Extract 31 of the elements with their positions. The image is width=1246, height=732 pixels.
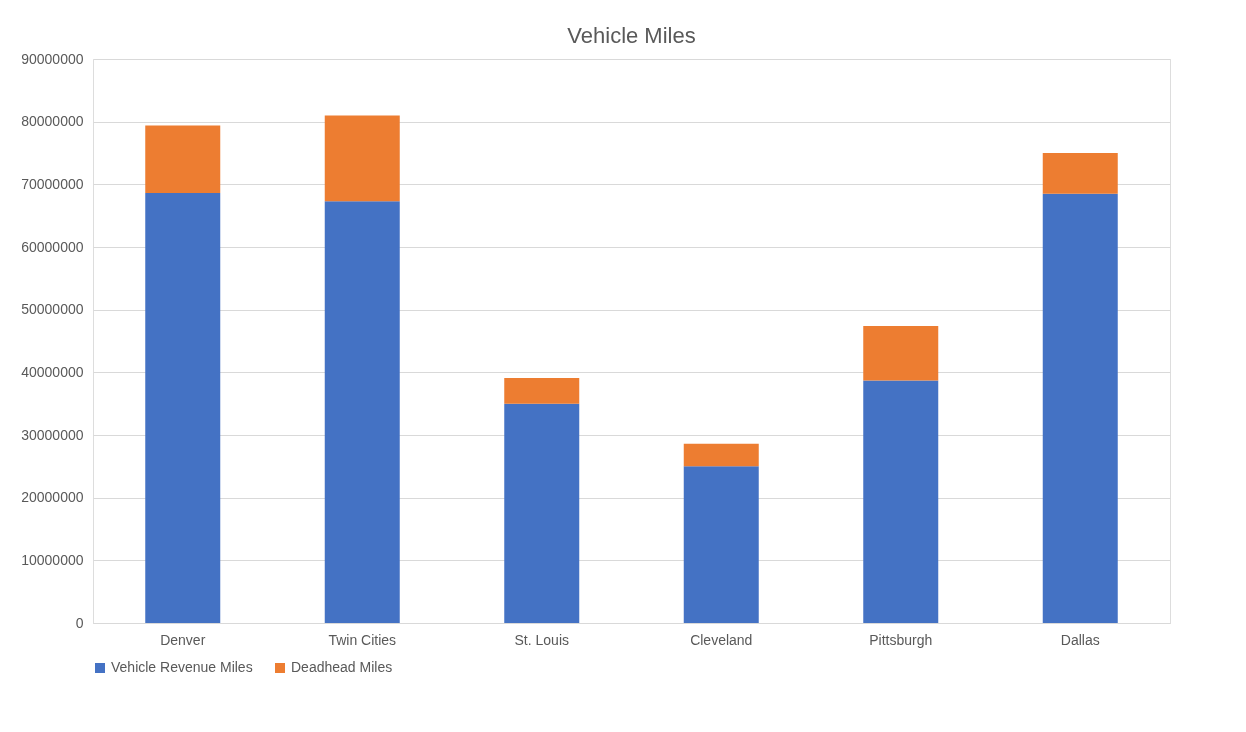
bar <box>1042 193 1118 623</box>
y-tick-label: 60000000 <box>21 238 84 255</box>
bar <box>683 443 759 467</box>
x-tick-label: Denver <box>160 631 206 648</box>
bar <box>504 403 580 623</box>
y-tick-label: 30000000 <box>21 426 84 443</box>
bar <box>863 380 939 623</box>
y-tick-label: 20000000 <box>21 489 84 506</box>
legend-label: Vehicle Revenue Miles <box>111 659 253 675</box>
y-tick-label: 10000000 <box>21 551 84 568</box>
x-tick-label: Pittsburgh <box>869 631 933 648</box>
x-tick-label: Dallas <box>1060 631 1100 648</box>
bar <box>1042 153 1118 194</box>
bar <box>504 377 580 404</box>
bar <box>145 125 221 194</box>
chart-title: Vehicle Miles <box>567 23 696 48</box>
y-tick-label: 90000000 <box>21 50 84 67</box>
legend-label: Deadhead Miles <box>291 659 393 675</box>
x-tick-label: Twin Cities <box>328 631 397 648</box>
bar <box>145 193 221 623</box>
y-tick-label: 80000000 <box>21 113 84 130</box>
y-tick-label: 50000000 <box>21 301 84 318</box>
y-tick-label: 40000000 <box>21 363 84 380</box>
x-tick-label: St. Louis <box>514 631 569 648</box>
y-tick-label: 0 <box>75 614 84 631</box>
bar <box>324 115 400 202</box>
bar <box>324 201 400 623</box>
x-tick-label: Cleveland <box>690 631 753 648</box>
bar <box>863 325 939 381</box>
y-tick-label: 70000000 <box>21 175 84 192</box>
bar <box>683 466 759 623</box>
